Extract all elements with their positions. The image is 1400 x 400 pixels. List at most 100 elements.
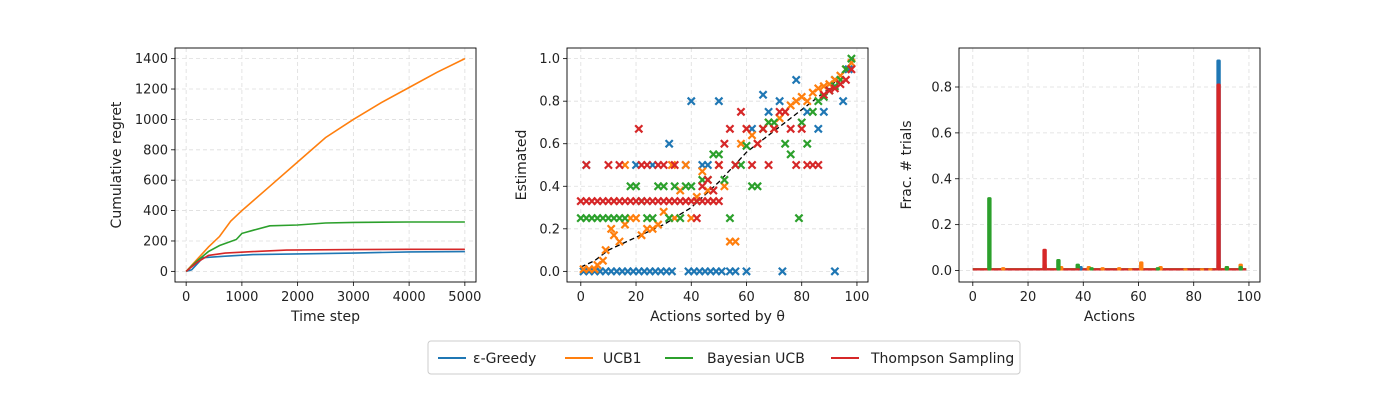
y-axis-title: Estimated [514,130,530,201]
scatter-point-ucb1 [697,167,707,176]
scatter-point-bayesian_ucb [675,213,685,223]
scatter-point-bayesian_ucb [648,213,657,223]
scatter-point-thompson [604,160,613,170]
bar-bayesian_ucb [1238,265,1243,271]
y-tick-label: 0.4 [539,180,560,195]
line-series-bayesian_ucb [185,221,465,272]
bar-ucb1 [1100,267,1105,271]
bar-bayesian_ucb [1089,267,1094,271]
y-tick-label: 0.2 [931,218,952,233]
scatter-point-thompson [692,213,702,223]
scatter-point-thompson [615,160,624,170]
line-series-ucb1 [185,57,466,272]
scatter-point-thompson [634,124,644,134]
legend-label-bayesian-ucb: Bayesian UCB [707,351,805,367]
scatter-point-ucb1 [615,237,624,246]
scatter-point-thompson [747,160,757,170]
y-tick-label: 1.0 [539,52,560,67]
y-tick-label: 400 [143,204,168,219]
scatter-point-thompson [758,124,768,134]
bar-bayesian_ucb [1056,259,1061,271]
scatter-point-bayesian_ucb [720,175,729,185]
scatter-point-eps_greedy [758,90,768,100]
scatter-point-bayesian_ucb [725,213,735,223]
legend-label-ucb1: UCB1 [603,351,642,367]
y-tick-label: 0.8 [539,95,560,110]
x-axis-title: Time step [290,309,360,325]
scatter-point-thompson [581,160,591,170]
bar-ucb1 [1116,267,1122,271]
scatter-point-thompson [714,160,724,170]
x-tick-label: 20 [1020,290,1037,305]
scatter-point-thompson [753,139,762,149]
bar-ucb1 [1000,267,1006,271]
scatter-point-eps_greedy [714,96,724,106]
scatter-point-eps_greedy [742,266,751,276]
scatter-point-eps_greedy [664,139,674,149]
bar-bayesian_ucb [987,197,992,271]
scatter-point-ucb1 [601,245,611,255]
scatter-point-ucb1 [667,160,677,170]
scatter-point-bayesian_ucb [670,181,680,191]
scatter-point-thompson [714,196,724,206]
scatter-point-thompson [642,160,652,170]
x-axis-title: Actions sorted by θ [650,309,785,325]
x-tick-label: 20 [628,290,645,305]
scatter-point-bayesian_ucb [786,149,796,159]
x-tick-label: 60 [1130,290,1147,305]
scatter-point-bayesian_ucb [714,149,724,159]
plot-area [972,59,1247,271]
x-tick-label: 40 [683,290,700,305]
scatter-point-eps_greedy [731,266,740,276]
scatter-point-thompson [769,124,779,134]
x-tick-label: 60 [738,290,755,305]
bar-thompson [1216,83,1221,271]
scatter-point-eps_greedy [813,124,823,134]
scatter-point-bayesian_ucb [686,181,696,191]
scatter-point-bayesian_ucb [753,181,762,191]
scatter-point-bayesian_ucb [780,139,790,149]
scatter-point-bayesian_ucb [794,213,804,223]
panel-cumulative-regret: 0 1000 2000 3000 4000 5000 0 200 400 600 800 1000 12… [109,47,481,325]
scatter-point-bayesian_ucb [769,118,779,127]
x-tick-label: 2000 [281,290,314,305]
scatter-point-eps_greedy [778,266,787,276]
scatter-point-thompson [720,139,729,149]
scatter-point-thompson [813,160,823,170]
scatter-point-bayesian_ucb [742,141,751,151]
scatter-point-thompson [824,86,834,95]
x-tick-label: 3000 [337,290,370,305]
y-tick-label: 600 [143,174,168,189]
legend-label-eps-greedy: ε-Greedy [473,351,536,367]
panel-estimated: 0 20 40 60 80 100 0.0 0.2 0.4 0.6 0.8 1.0 Actions so… [514,47,869,325]
scatter-point-eps_greedy [775,96,785,106]
scatter-point-bayesian_ucb [802,139,812,149]
x-tick-label: 0 [577,290,585,305]
y-tick-label: 0.4 [931,172,952,187]
scatter-point-thompson [659,160,669,170]
scatter-point-thompson [742,124,751,134]
y-axis-title: Frac. # trials [899,120,915,209]
scatter-point-ucb1 [606,224,616,234]
scatter-point-thompson [670,160,680,170]
y-tick-label: 0.2 [539,222,560,237]
scatter-point-ucb1 [802,96,812,106]
line-series-eps_greedy [185,250,465,273]
scatter-point-thompson [703,175,713,185]
scatter-point-ucb1 [598,256,608,266]
scatter-point-bayesian_ucb [664,213,674,223]
x-tick-label: 100 [1237,290,1262,305]
y-tick-label: 0.6 [539,137,560,152]
bar-ucb1 [1183,268,1188,271]
scatter-point-eps_greedy [764,107,773,117]
x-tick-label: 0 [182,290,190,305]
y-tick-label: 0.0 [539,265,560,280]
scatter-point-eps_greedy [686,96,696,106]
x-tick-label: 1000 [225,290,258,305]
x-axis-title: Actions [1084,309,1135,325]
scatter-point-thompson [764,160,773,170]
scatter-point-thompson [731,160,740,170]
x-tick-label: 5000 [448,290,481,305]
scatter-point-eps_greedy [717,266,727,276]
